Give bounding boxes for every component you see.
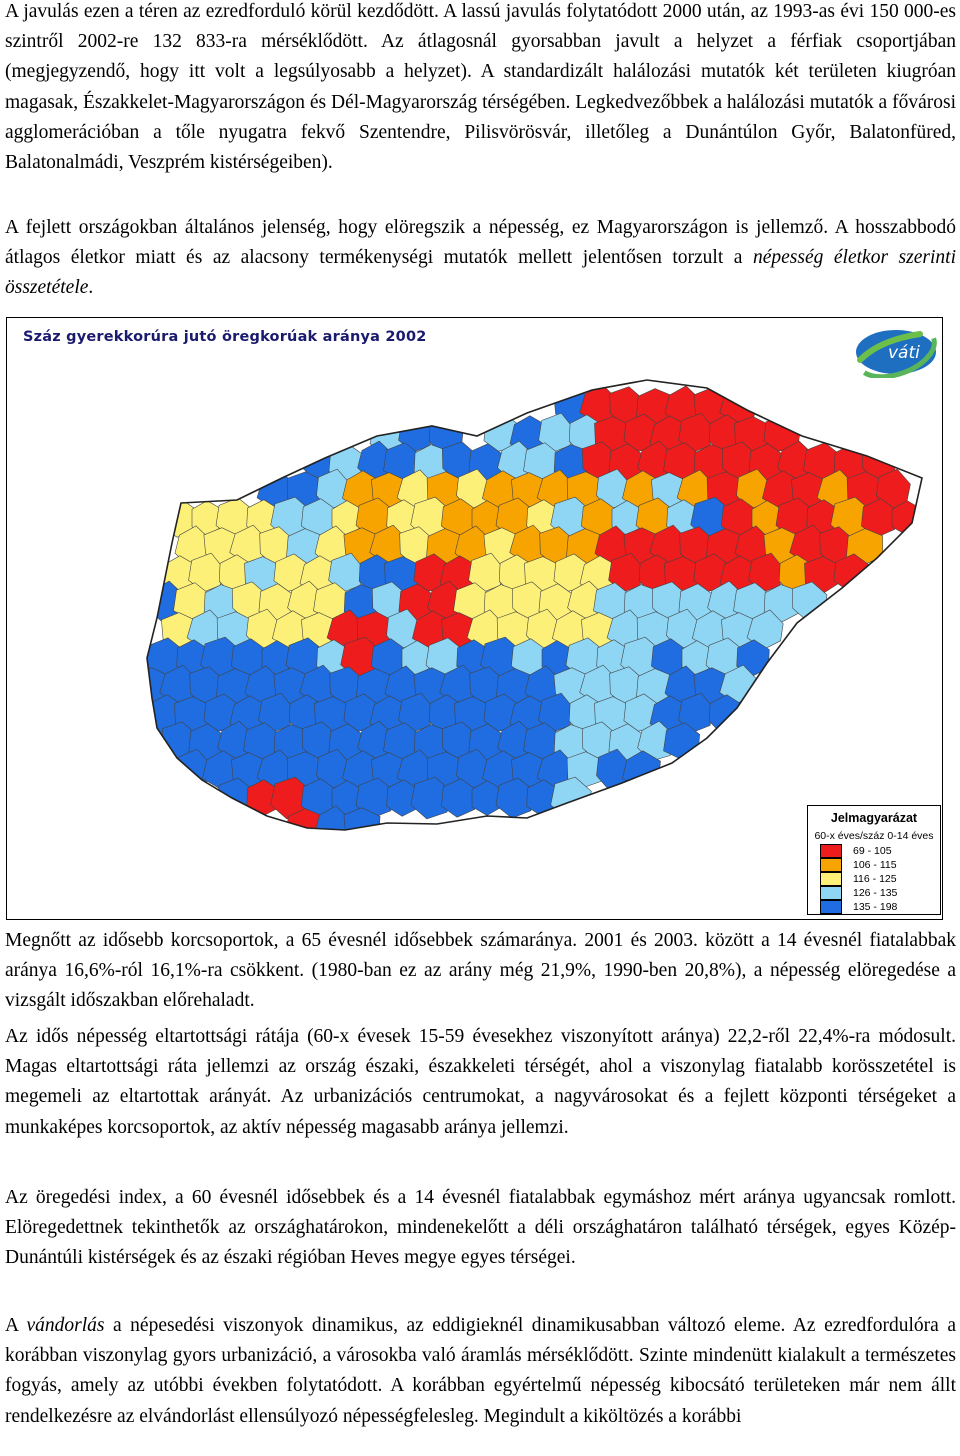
legend-row: 135 - 198: [820, 900, 897, 914]
map-regions: [147, 384, 922, 830]
legend-label: 116 - 125: [853, 872, 897, 885]
paragraph-migration: A vándorlás a népesedési viszonyok dinam…: [5, 1311, 956, 1432]
hungary-choropleth-map: [146, 379, 923, 831]
country-border: [146, 379, 923, 831]
map-title: Száz gyerekkorúra jutó öregkorúak aránya…: [23, 329, 427, 345]
legend-swatch: [820, 900, 842, 914]
legend-subtitle: 60-x éves/száz 0-14 éves: [814, 830, 934, 842]
map-legend: Jelmagyarázat 60-x éves/száz 0-14 éves 6…: [807, 805, 941, 915]
legend-swatch: [820, 844, 842, 858]
paragraph-aging-index: Az öregedési index, a 60 évesnél idősebb…: [5, 1187, 956, 1269]
legend-swatch: [820, 886, 842, 900]
paragraph-aging: A fejlett országokban általános jelenség…: [5, 213, 956, 304]
paragraph-age-groups: Megnőtt az idősebb korcsoportok, a 65 év…: [5, 930, 956, 1012]
paragraph-aging-end: .: [88, 277, 94, 299]
paragraph-mortality: A javulás ezen a téren az ezredforduló k…: [5, 1, 956, 174]
legend-row: 116 - 125: [820, 872, 897, 886]
legend-label: 135 - 198: [853, 900, 898, 913]
legend-title: Jelmagyarázat: [830, 811, 918, 825]
legend-row: 106 - 115: [820, 858, 897, 872]
legend-label: 69 - 105: [853, 844, 892, 857]
paragraph-migration-text: a népesedési viszonyok dinamikus, az edd…: [5, 1315, 956, 1427]
paragraph-aging-emphasis: népesség életkor szerinti összetétele: [5, 247, 956, 299]
map-figure: Száz gyerekkorúra jutó öregkorúak aránya…: [6, 317, 943, 920]
legend-row: 69 - 105: [820, 844, 892, 858]
logo-text: váti: [888, 343, 920, 363]
legend-swatch: [820, 858, 842, 872]
paragraph-migration-start: A: [5, 1315, 27, 1336]
vati-logo-icon: váti: [855, 324, 937, 378]
paragraph-dependency: Az idős népesség eltartottsági rátája (6…: [5, 1026, 956, 1138]
paragraph-aging-text: A fejlett országokban általános jelenség…: [5, 217, 956, 269]
legend-row: 126 - 135: [820, 886, 897, 900]
map-borders: [146, 379, 923, 831]
legend-swatch: [820, 872, 842, 886]
legend-label: 126 - 135: [853, 886, 898, 899]
legend-label: 106 - 115: [853, 858, 897, 871]
paragraph-migration-emphasis: vándorlás: [26, 1315, 105, 1336]
